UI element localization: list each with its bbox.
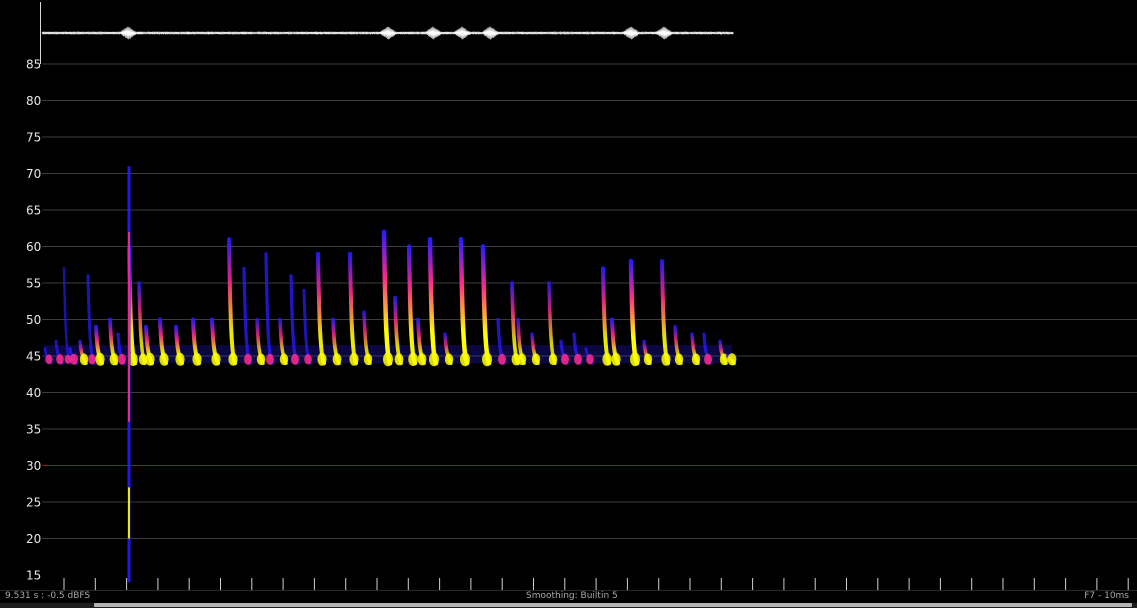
y-tick-label: 80 xyxy=(26,94,41,108)
fft-setting[interactable]: F7 - 10ms xyxy=(1084,591,1129,601)
status-bar: 9.531 s : -0.5 dBFS Smoothing: Builtin 5… xyxy=(0,590,1137,602)
call-contour xyxy=(458,236,470,366)
call-peak xyxy=(674,353,684,366)
call-peak xyxy=(517,353,527,366)
y-tick-label: 45 xyxy=(26,350,41,364)
call-peak xyxy=(661,352,671,366)
call-peak xyxy=(429,352,439,367)
waveform-trace xyxy=(41,26,734,40)
call-peak xyxy=(192,352,202,366)
call-peak xyxy=(228,352,238,366)
call-peak xyxy=(138,353,148,366)
y-tick-label: 40 xyxy=(26,386,41,400)
y-tick-label: 65 xyxy=(26,204,41,218)
call-peak xyxy=(511,353,521,366)
y-tick-label: 30 xyxy=(26,459,41,473)
call-peak xyxy=(266,353,274,365)
call-peak xyxy=(304,354,312,365)
call-peak xyxy=(279,353,289,366)
call-contour xyxy=(427,236,439,366)
call-peak xyxy=(118,353,126,365)
y-tick-label: 75 xyxy=(26,131,41,145)
call-peak xyxy=(574,353,582,365)
call-peak xyxy=(719,353,729,366)
call-peak xyxy=(88,354,96,365)
call-peak xyxy=(79,353,89,366)
call-peak xyxy=(444,353,454,366)
call-peak xyxy=(95,352,105,366)
call-peak xyxy=(64,354,72,364)
call-peak xyxy=(159,352,169,366)
y-tick-label: 85 xyxy=(26,58,41,72)
call-peak xyxy=(109,353,119,366)
call-peak xyxy=(531,353,541,366)
y-tick-label: 70 xyxy=(26,167,41,181)
call-peak xyxy=(332,353,342,366)
call-peak xyxy=(56,354,64,365)
call-peak xyxy=(363,353,373,366)
y-tick-label: 15 xyxy=(26,569,41,583)
waveform-divider xyxy=(40,2,41,64)
call-peak xyxy=(394,353,404,366)
y-tick-label: 60 xyxy=(26,240,41,254)
call-peak xyxy=(291,353,299,365)
call-contour xyxy=(227,237,237,366)
call-contour xyxy=(381,229,393,366)
y-tick-label: 35 xyxy=(26,423,41,437)
call-peak xyxy=(548,353,558,366)
call-peak xyxy=(586,354,594,365)
call-peak xyxy=(691,353,701,366)
call-peak xyxy=(482,352,492,367)
call-peak xyxy=(727,353,737,366)
y-tick-label: 20 xyxy=(26,532,41,546)
call-peak xyxy=(704,353,712,365)
call-peak xyxy=(417,353,427,366)
call-peak xyxy=(460,352,470,367)
call-peak xyxy=(383,352,393,367)
call-peak xyxy=(602,352,612,366)
call-peak xyxy=(70,353,78,365)
smoothing-status: Smoothing: Builtin 5 xyxy=(526,591,618,601)
horizontal-scrollbar-thumb[interactable] xyxy=(94,603,1132,607)
call-peak xyxy=(211,352,221,366)
call-peak xyxy=(561,353,569,365)
call-peak xyxy=(128,352,138,366)
call-peak xyxy=(317,352,327,366)
cursor-readout: 9.531 s : -0.5 dBFS xyxy=(5,591,91,601)
call-peak xyxy=(244,353,252,365)
call-peak xyxy=(498,353,506,365)
call-peak xyxy=(643,353,653,366)
call-peak xyxy=(45,354,53,365)
call-peak xyxy=(408,352,418,366)
call-peak xyxy=(630,352,640,367)
call-peak xyxy=(175,352,185,366)
call-peak xyxy=(349,352,359,366)
call-peak xyxy=(145,352,155,366)
call-peak xyxy=(611,352,621,366)
waveform-overview[interactable] xyxy=(0,0,1137,64)
y-tick-label: 25 xyxy=(26,496,41,510)
y-tick-label: 50 xyxy=(26,313,41,327)
y-tick-label: 55 xyxy=(26,277,41,291)
call-peak xyxy=(256,353,266,366)
